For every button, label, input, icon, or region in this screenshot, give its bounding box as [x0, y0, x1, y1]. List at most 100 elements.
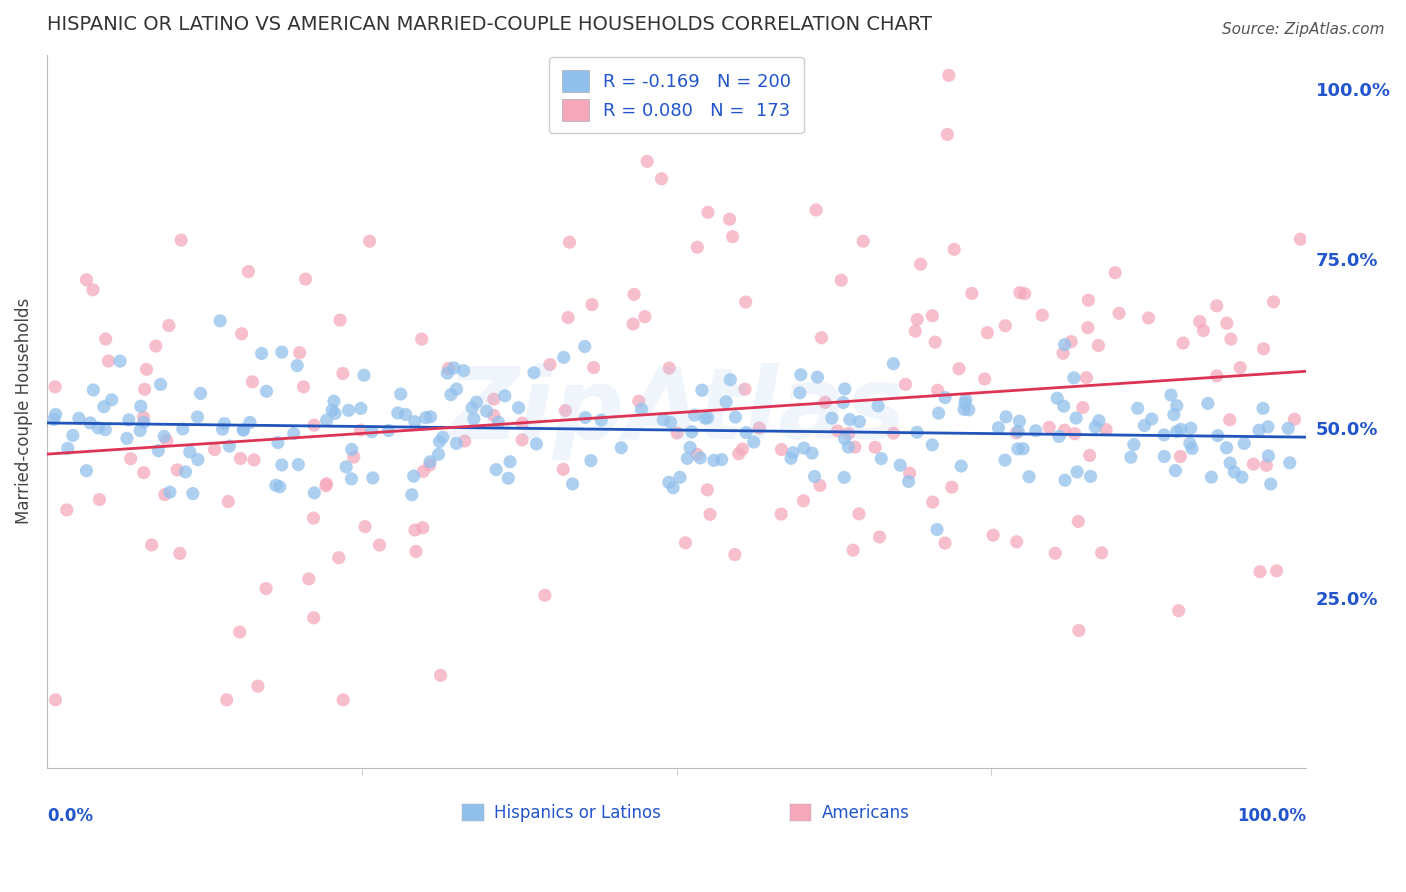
- Point: [941, 480, 963, 494]
- Point: [328, 550, 350, 565]
- Point: [186, 409, 208, 424]
- Point: [145, 339, 167, 353]
- Point: [1053, 399, 1076, 413]
- Point: [953, 396, 976, 410]
- Point: [1007, 442, 1029, 456]
- Point: [834, 432, 856, 446]
- Point: [323, 394, 346, 409]
- Point: [889, 458, 911, 473]
- Point: [174, 465, 197, 479]
- Point: [973, 372, 995, 386]
- Point: [1256, 458, 1278, 473]
- Point: [686, 447, 709, 461]
- Point: [453, 364, 475, 378]
- Point: [76, 464, 98, 478]
- Point: [359, 234, 381, 248]
- Point: [1251, 401, 1274, 416]
- Point: [976, 326, 998, 340]
- Point: [1205, 368, 1227, 383]
- Point: [62, 428, 84, 442]
- Point: [411, 332, 433, 346]
- Point: [1153, 450, 1175, 464]
- Point: [285, 359, 308, 373]
- Point: [852, 234, 875, 248]
- Point: [651, 171, 673, 186]
- Point: [264, 478, 287, 492]
- Point: [446, 382, 468, 396]
- Point: [169, 546, 191, 560]
- Point: [538, 358, 561, 372]
- Point: [734, 295, 756, 310]
- Point: [1181, 442, 1204, 456]
- Point: [897, 475, 920, 489]
- Point: [842, 543, 865, 558]
- Point: [419, 455, 441, 469]
- Point: [1053, 473, 1076, 487]
- Point: [294, 272, 316, 286]
- Point: [960, 286, 983, 301]
- Point: [995, 409, 1018, 424]
- Point: [770, 442, 793, 457]
- Point: [579, 453, 602, 467]
- Point: [832, 470, 855, 484]
- Point: [627, 394, 650, 409]
- Point: [557, 310, 579, 325]
- Point: [574, 339, 596, 353]
- Point: [1257, 449, 1279, 463]
- Point: [315, 413, 337, 427]
- Point: [250, 346, 273, 360]
- Point: [801, 446, 824, 460]
- Point: [1067, 624, 1090, 638]
- Point: [662, 481, 685, 495]
- Point: [1031, 308, 1053, 322]
- Point: [287, 458, 309, 472]
- Point: [1088, 414, 1111, 428]
- Point: [153, 429, 176, 443]
- Point: [634, 310, 657, 324]
- Point: [1205, 299, 1227, 313]
- Point: [1241, 457, 1264, 471]
- Point: [621, 317, 644, 331]
- Point: [45, 408, 67, 422]
- Point: [1180, 421, 1202, 435]
- Point: [1278, 456, 1301, 470]
- Point: [1067, 515, 1090, 529]
- Point: [523, 366, 546, 380]
- Point: [214, 417, 236, 431]
- Point: [810, 331, 832, 345]
- Point: [718, 373, 741, 387]
- Point: [679, 441, 702, 455]
- Point: [1025, 424, 1047, 438]
- Point: [120, 451, 142, 466]
- Point: [636, 154, 658, 169]
- Point: [337, 403, 360, 417]
- Point: [681, 425, 703, 439]
- Point: [302, 418, 325, 433]
- Point: [187, 452, 209, 467]
- Point: [696, 205, 718, 219]
- Legend: R = -0.169   N = 200, R = 0.080   N =  173: R = -0.169 N = 200, R = 0.080 N = 173: [550, 57, 804, 134]
- Point: [437, 361, 460, 376]
- Point: [304, 486, 326, 500]
- Point: [1084, 420, 1107, 434]
- Point: [724, 548, 747, 562]
- Point: [510, 433, 533, 447]
- Point: [1257, 419, 1279, 434]
- Point: [1005, 534, 1028, 549]
- Point: [446, 436, 468, 450]
- Point: [343, 450, 366, 464]
- Point: [731, 442, 754, 456]
- Point: [82, 383, 104, 397]
- Point: [696, 410, 718, 425]
- Point: [132, 415, 155, 429]
- Point: [332, 693, 354, 707]
- Point: [1233, 436, 1256, 450]
- Point: [340, 472, 363, 486]
- Point: [1247, 423, 1270, 437]
- Point: [1122, 437, 1144, 451]
- Point: [321, 403, 343, 417]
- Point: [734, 382, 756, 396]
- Point: [1163, 408, 1185, 422]
- Point: [1008, 414, 1031, 428]
- Point: [561, 477, 583, 491]
